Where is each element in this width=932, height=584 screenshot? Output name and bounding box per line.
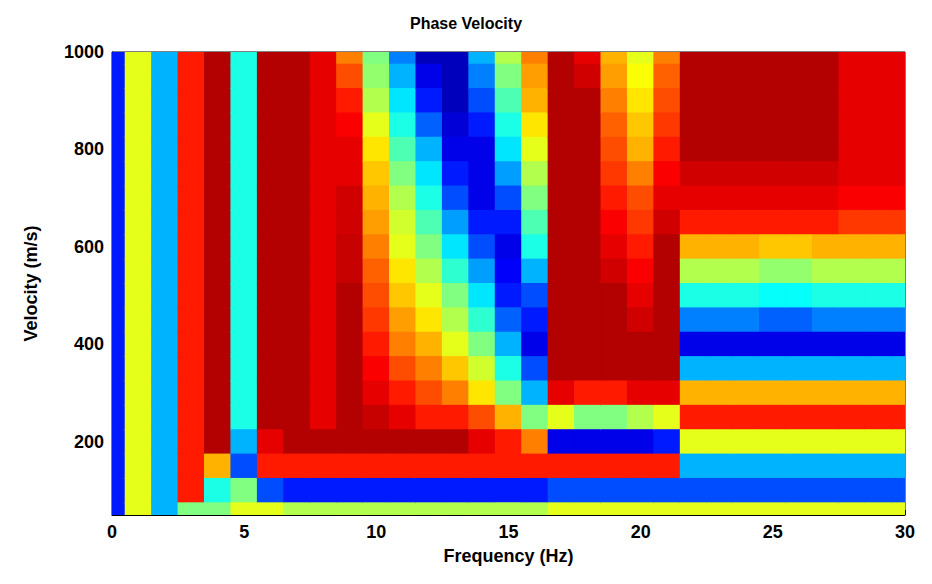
svg-text:30: 30	[895, 522, 915, 542]
svg-text:Velocity (m/s): Velocity (m/s)	[21, 225, 41, 341]
svg-text:Phase Velocity: Phase Velocity	[410, 15, 522, 32]
svg-text:600: 600	[74, 237, 104, 257]
svg-text:15: 15	[498, 522, 518, 542]
svg-text:800: 800	[74, 139, 104, 159]
svg-text:10: 10	[366, 522, 386, 542]
svg-text:25: 25	[763, 522, 783, 542]
svg-text:5: 5	[239, 522, 249, 542]
svg-text:200: 200	[74, 432, 104, 452]
svg-text:400: 400	[74, 334, 104, 354]
svg-text:Frequency (Hz): Frequency (Hz)	[443, 546, 573, 566]
svg-text:20: 20	[631, 522, 651, 542]
svg-text:0: 0	[107, 522, 117, 542]
svg-text:1000: 1000	[64, 42, 104, 62]
